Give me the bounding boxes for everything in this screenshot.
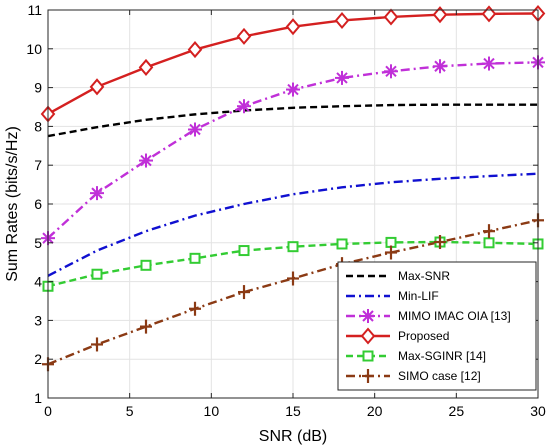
series-4-point-2	[140, 259, 152, 271]
x-tick-label: 15	[285, 403, 301, 419]
series-2-point-6	[335, 70, 349, 85]
x-tick-label: 30	[530, 403, 546, 419]
legend-item-4: Max-SGINR [14]	[346, 349, 486, 363]
y-tick-label: 9	[34, 80, 42, 96]
series-5-point-4	[238, 285, 250, 300]
series-4-point-6	[336, 238, 348, 250]
y-tick-label: 10	[26, 41, 42, 57]
series-3-point-2	[138, 58, 154, 76]
x-tick-label: 5	[126, 403, 134, 419]
y-tick-label: 2	[34, 351, 42, 367]
y-tick-label: 11	[27, 2, 42, 18]
y-tick-label: 1	[34, 390, 42, 406]
series-4-point-3	[189, 252, 201, 264]
series-5-point-7	[385, 245, 397, 260]
series-2-point-3	[188, 122, 202, 137]
y-tick-label: 4	[34, 274, 42, 290]
x-axis-label: SNR (dB)	[259, 428, 327, 445]
series-5-point-9	[483, 224, 495, 239]
y-tick-label: 6	[34, 196, 42, 212]
y-tick-label: 7	[34, 157, 42, 173]
y-tick-label: 8	[34, 118, 42, 134]
series-5-point-3	[189, 301, 201, 316]
series-3-point-6	[334, 11, 350, 30]
y-tick-label: 5	[34, 235, 42, 251]
x-tick-label: 20	[367, 403, 383, 419]
legend-marker-4	[362, 350, 374, 362]
x-tick-label: 0	[44, 403, 52, 419]
series-4-point-5	[287, 241, 299, 253]
series-2-point-5	[286, 82, 300, 97]
axis-ticks: 0 5 10 15 20 25 30 1 2 3 4 5 6 7 8 9 10 11	[26, 2, 546, 419]
series-2-point-7	[384, 64, 398, 79]
series-3-point-4	[236, 27, 252, 45]
legend-item-0: Max-SNR	[346, 269, 450, 283]
legend-item-1: Min-LIF	[346, 289, 439, 303]
legend-label-3: Proposed	[398, 329, 449, 343]
series-2-point-4	[237, 99, 251, 114]
y-axis-label: Sum Rates (bits/s/Hz)	[4, 126, 21, 282]
legend-label-1: Min-LIF	[398, 289, 439, 303]
series-5-point-5	[287, 271, 299, 286]
x-tick-label: 10	[204, 403, 220, 419]
series-3-point-1	[89, 78, 105, 96]
series-line-0	[47, 103, 538, 138]
series-4-point-1	[91, 268, 103, 280]
legend-item-3: Proposed	[346, 327, 449, 345]
legend-label-0: Max-SNR	[398, 269, 450, 283]
series-4-point-4	[238, 245, 250, 257]
y-tick-label: 3	[34, 312, 42, 328]
series-3-point-5	[285, 18, 301, 36]
legend-box	[337, 261, 537, 391]
legend: Max-SNR Min-LIF MIMO IMAC OIA [13] Proposed…	[337, 261, 537, 391]
legend-label-2: MIMO IMAC OIA [13]	[398, 309, 511, 323]
series-3-point-8	[432, 6, 448, 24]
legend-marker-2	[361, 309, 375, 323]
legend-item-5: SIMO case [12]	[346, 369, 481, 383]
series-markers	[40, 4, 546, 372]
series-3-point-3	[187, 41, 203, 59]
series-2-point-1	[90, 186, 104, 201]
series-4-point-9	[483, 237, 495, 249]
legend-marker-5	[362, 369, 374, 383]
series-5-point-8	[434, 235, 446, 250]
legend-marker-3	[360, 327, 376, 345]
series-2-point-2	[139, 153, 153, 168]
series-2-point-8	[433, 59, 447, 74]
legend-label-4: Max-SGINR [14]	[398, 349, 486, 363]
x-tick-label: 25	[449, 403, 465, 419]
legend-label-5: SIMO case [12]	[398, 369, 481, 383]
series-5-point-2	[140, 319, 152, 334]
legend-item-2: MIMO IMAC OIA [13]	[346, 309, 511, 323]
series-3-point-9	[481, 5, 497, 23]
series-line-1	[47, 172, 539, 277]
series-2-point-9	[482, 56, 496, 71]
series-5-point-1	[91, 337, 103, 352]
series-3-point-7	[383, 8, 399, 26]
